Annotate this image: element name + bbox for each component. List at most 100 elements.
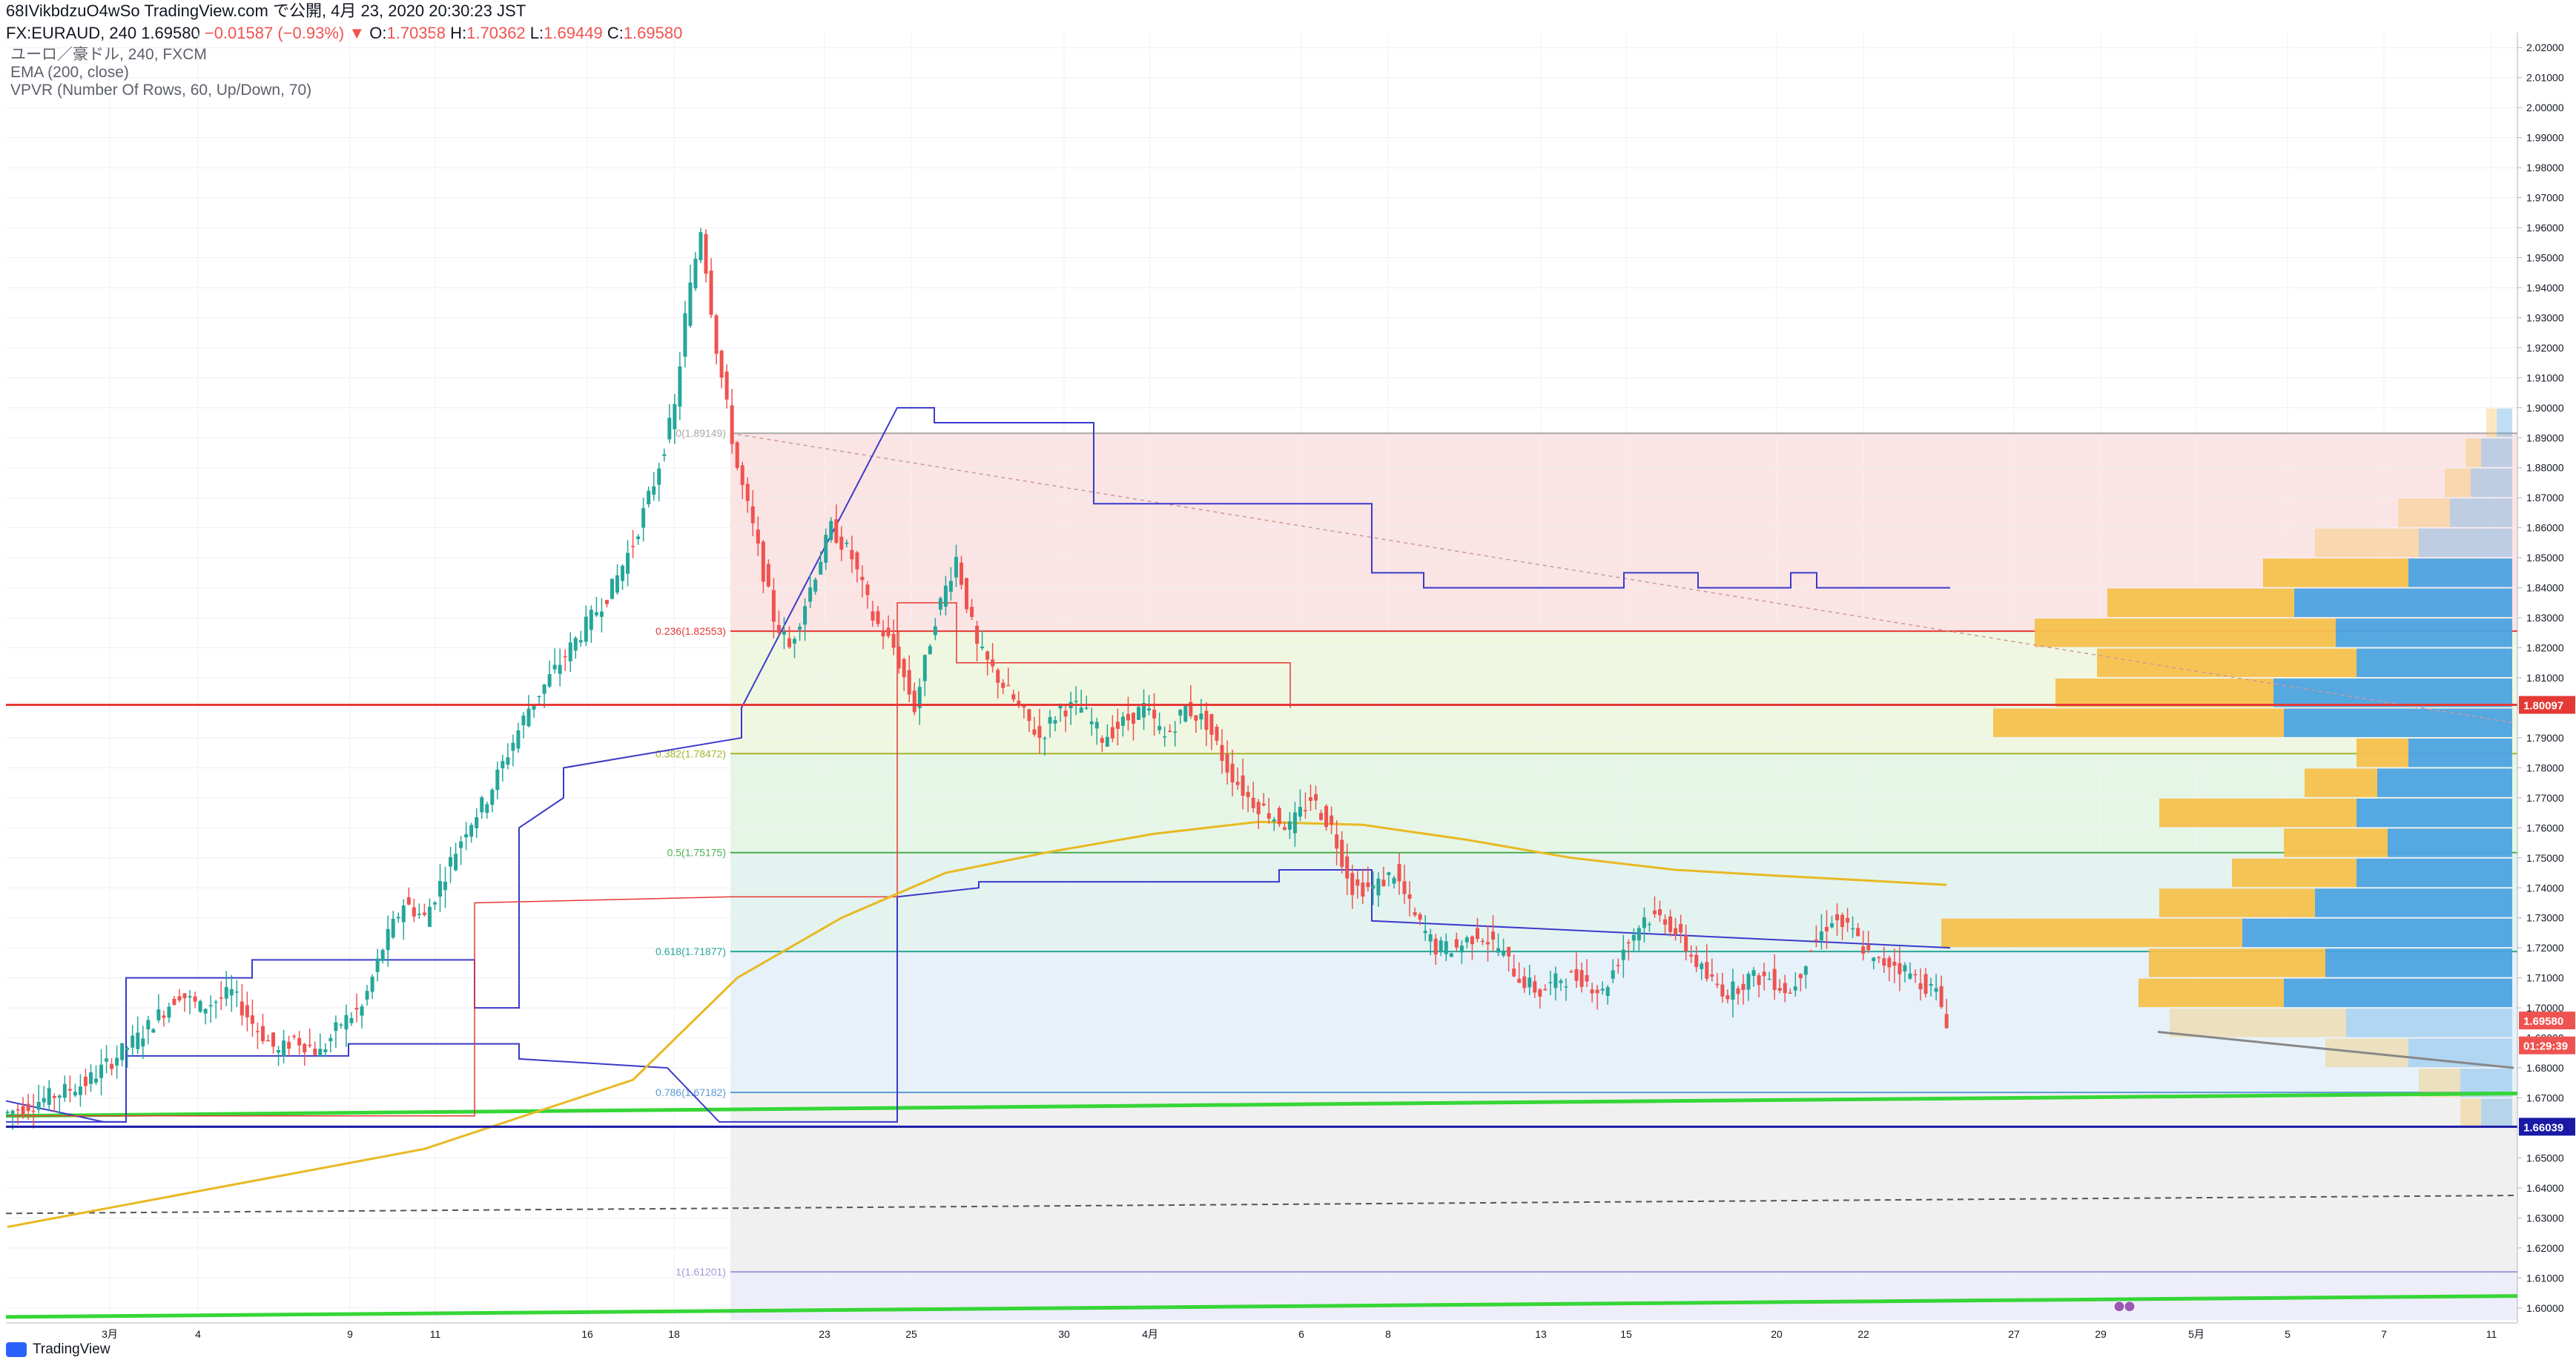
time-tick-label: 30 xyxy=(1058,1328,1070,1340)
candle-body xyxy=(1715,983,1720,986)
price-tick-label: 1.60000 xyxy=(2526,1302,2564,1314)
candle-body xyxy=(584,616,588,642)
legend-ema[interactable]: EMA (200, close) xyxy=(10,64,129,81)
high-value: 1.70362 xyxy=(466,24,526,42)
price-label-text: 01:29:39 xyxy=(2523,1040,2568,1053)
candle-body xyxy=(954,557,958,578)
candle-body xyxy=(36,1101,41,1110)
candle-body xyxy=(667,418,672,440)
candle-body xyxy=(1137,707,1141,720)
candle-body xyxy=(735,442,739,469)
candle-body xyxy=(271,1032,276,1047)
candle-body xyxy=(1913,974,1918,976)
tradingview-logo[interactable]: TradingView xyxy=(6,1339,110,1360)
vpvr-down-bar xyxy=(2460,1098,2481,1127)
candle-body xyxy=(511,742,515,751)
candle-body xyxy=(1866,945,1871,951)
time-tick-label: 6 xyxy=(1298,1328,1304,1340)
time-tick-label: 20 xyxy=(1771,1328,1783,1340)
price-tick-label: 1.64000 xyxy=(2526,1182,2564,1194)
price-tick-label: 1.61000 xyxy=(2526,1272,2564,1284)
candle-body xyxy=(1502,950,1506,956)
horizontal-lines[interactable] xyxy=(6,704,2517,1128)
candle-body xyxy=(1027,709,1031,722)
candle-body xyxy=(229,989,234,996)
candle-body xyxy=(865,584,870,595)
candle-body xyxy=(83,1076,87,1086)
time-tick-label: 3月 xyxy=(102,1328,118,1340)
candle-body xyxy=(323,1049,328,1052)
vpvr-up-bar xyxy=(2471,468,2512,498)
candle-body xyxy=(443,882,448,891)
candle-body xyxy=(198,1000,202,1012)
vpvr-up-bar xyxy=(2242,918,2512,948)
candle-body xyxy=(745,484,750,501)
last-price: 1.69580 xyxy=(141,24,200,42)
candle-body xyxy=(750,506,755,524)
candle-body xyxy=(1574,968,1579,981)
candle-body xyxy=(850,550,854,560)
candle-body xyxy=(214,1001,218,1003)
price-tick-label: 1.75000 xyxy=(2526,852,2564,864)
candle-body xyxy=(495,769,500,791)
candle-body xyxy=(1658,909,1662,916)
vpvr-up-bar xyxy=(2357,648,2512,677)
candle-body xyxy=(1767,978,1771,980)
price-labels: 1.80097 1.69580 01:29:39 1.66039 xyxy=(2113,696,2575,1313)
candle-body xyxy=(1684,935,1688,952)
candle-body xyxy=(824,535,828,563)
candle-body xyxy=(1413,912,1417,916)
candle-body xyxy=(167,1006,171,1018)
time-tick-label: 7 xyxy=(2381,1328,2387,1340)
stepped-channel-upper xyxy=(5,406,1950,1123)
time-axis[interactable]: 3月 4 9 11 16 18 23 25 30 4月 6 8 13 15 20 22 27 29 5月 5 7 11 xyxy=(6,1322,2517,1340)
candle-body xyxy=(1277,808,1281,825)
stepped-channel-lower xyxy=(6,868,1951,1123)
legend-vpvr[interactable]: VPVR (Number Of Rows, 60, Up/Down, 70) xyxy=(10,82,312,99)
time-tick-label: 8 xyxy=(1385,1328,1391,1340)
candle-body xyxy=(1345,856,1350,879)
candle-body xyxy=(1674,928,1678,935)
candle-body xyxy=(245,1005,249,1017)
candle-body xyxy=(787,638,791,647)
candle-body xyxy=(151,1029,156,1033)
candle-body xyxy=(156,1009,161,1020)
candle-body xyxy=(417,914,421,915)
vpvr-down-bar xyxy=(2139,978,2284,1008)
candle-body xyxy=(1261,803,1266,805)
vpvr-up-bar xyxy=(2377,768,2512,797)
candle-body xyxy=(573,638,578,651)
candle-body xyxy=(1439,940,1443,951)
candle-body xyxy=(260,1026,265,1041)
candle-body xyxy=(798,627,802,630)
time-tick-label: 22 xyxy=(1857,1328,1869,1340)
candle-body xyxy=(1251,797,1255,808)
trend-line-dashed xyxy=(730,432,2514,724)
candle-body xyxy=(1679,924,1683,933)
symbol-label[interactable]: FX:EURAUD, 240 xyxy=(6,24,137,42)
candle-body xyxy=(1147,708,1152,711)
candle-body xyxy=(146,1020,151,1030)
price-tick-label: 1.68000 xyxy=(2526,1062,2564,1074)
candle-body xyxy=(1548,982,1553,983)
candle-body xyxy=(1814,940,1818,941)
candle-body xyxy=(1287,821,1292,830)
vpvr-down-bar xyxy=(1941,918,2242,948)
candle-body xyxy=(1809,950,1813,952)
price-axis[interactable]: 2.02000 2.01000 2.00000 1.99000 1.98000 1.970… xyxy=(2517,33,2564,1323)
candle-body xyxy=(1350,873,1355,895)
legend-symbol[interactable]: ユーロ／豪ドル, 240, FXCM xyxy=(10,46,207,63)
vpvr-down-bar xyxy=(2284,828,2388,857)
candle-body xyxy=(1183,706,1188,722)
candle-body xyxy=(99,1064,104,1078)
tradingview-logo-icon xyxy=(6,1342,27,1357)
price-label-box xyxy=(2519,1036,2575,1055)
candle-body xyxy=(1142,702,1146,718)
candle-body xyxy=(724,372,729,400)
candle-body xyxy=(506,757,510,765)
candle-body xyxy=(793,638,797,644)
candle-body xyxy=(1006,684,1011,687)
candle-body xyxy=(516,730,521,749)
candle-body xyxy=(693,258,698,288)
